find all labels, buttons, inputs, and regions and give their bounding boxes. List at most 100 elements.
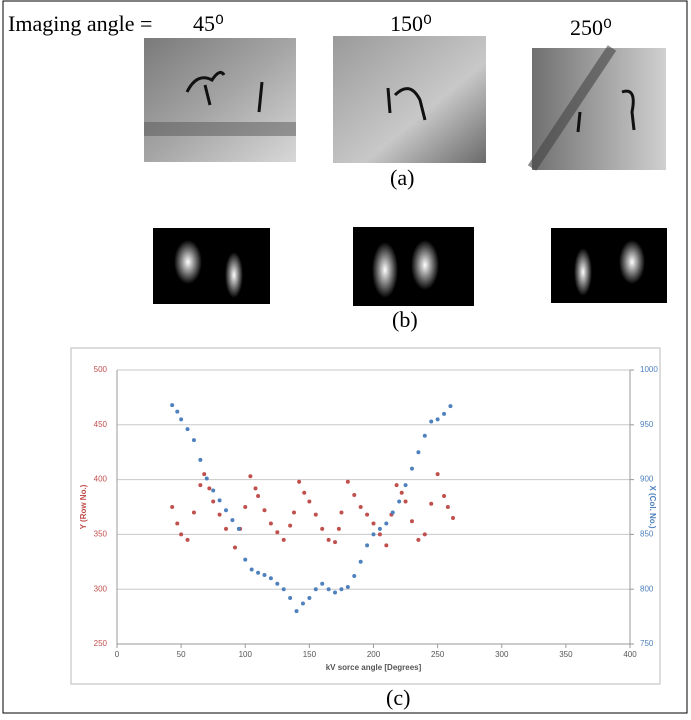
- x-tick-label: 350: [559, 650, 573, 659]
- data-point: [256, 570, 261, 575]
- data-point: [435, 417, 440, 422]
- y-tick-label: 250: [94, 639, 108, 648]
- data-point: [371, 521, 376, 526]
- data-point: [217, 512, 222, 517]
- panel-label: (b): [392, 307, 418, 332]
- chart-frame: [70, 347, 661, 685]
- x-tick-label: 200: [367, 650, 381, 659]
- x-tick-label: 150: [303, 650, 317, 659]
- data-point: [377, 526, 382, 531]
- data-point: [333, 540, 338, 545]
- data-point: [416, 450, 421, 455]
- y-axis-label: Y (Row No.): [79, 484, 88, 529]
- data-point: [409, 519, 414, 524]
- data-point: [198, 483, 203, 488]
- data-point: [185, 537, 190, 542]
- data-point: [339, 510, 344, 515]
- data-point: [371, 532, 376, 537]
- data-point: [448, 404, 453, 409]
- data-point: [397, 499, 402, 504]
- data-point: [384, 521, 389, 526]
- xray-images: [144, 36, 666, 171]
- data-point: [170, 505, 175, 509]
- data-point: [202, 472, 207, 477]
- data-point: [288, 523, 293, 528]
- data-point: [170, 403, 175, 408]
- data-point: [249, 567, 254, 572]
- data-point: [179, 532, 184, 537]
- data-point: [365, 512, 370, 517]
- data-point: [352, 492, 357, 497]
- data-point: [179, 417, 184, 422]
- data-point: [291, 510, 296, 515]
- data-point: [394, 483, 399, 488]
- data-point: [326, 537, 331, 542]
- data-point: [275, 530, 280, 535]
- data-point: [185, 427, 190, 432]
- data-point: [297, 479, 302, 484]
- data-point: [268, 576, 273, 581]
- data-point: [207, 486, 212, 491]
- angle: 150⁰: [390, 11, 432, 36]
- data-point: [281, 587, 286, 592]
- data-point: [300, 601, 305, 606]
- y-tick-label: 350: [94, 530, 108, 539]
- data-point: [313, 587, 318, 592]
- data-point: [275, 581, 280, 586]
- data-point: [248, 474, 253, 479]
- y-tick-label: 500: [94, 365, 108, 374]
- data-point: [253, 486, 258, 491]
- data-point: [445, 505, 450, 509]
- data-point: [403, 499, 408, 504]
- y2-tick-label: 950: [640, 420, 654, 429]
- data-point: [451, 515, 456, 520]
- y2-tick-label: 1000: [640, 365, 658, 374]
- data-point: [345, 585, 350, 590]
- data-point: [326, 587, 331, 592]
- data-point: [236, 526, 241, 531]
- x-axis-label: kV sorce angle [Degrees]: [326, 663, 422, 672]
- data-point: [422, 433, 427, 438]
- data-point: [307, 595, 312, 600]
- data-point: [288, 595, 293, 600]
- y-tick-label: 300: [94, 584, 108, 593]
- data-point: [345, 479, 350, 484]
- data-point: [339, 587, 344, 592]
- x-tick-label: 300: [495, 650, 509, 659]
- data-point: [262, 508, 267, 513]
- data-point: [211, 488, 216, 493]
- y-tick-label: 450: [94, 420, 108, 429]
- data-point: [224, 508, 229, 513]
- data-point: [198, 457, 203, 462]
- panel-label: (c): [386, 685, 410, 710]
- y2-tick-label: 850: [640, 530, 654, 539]
- data-point: [336, 526, 341, 531]
- data-point: [442, 494, 447, 499]
- data-point: [243, 505, 248, 509]
- data-point: [262, 572, 267, 577]
- data-point: [390, 510, 395, 515]
- data-point: [358, 505, 363, 509]
- data-point: [281, 537, 286, 542]
- data-point: [232, 545, 237, 550]
- y2-tick-label: 900: [640, 475, 654, 484]
- angle-label: Imaging angle =: [8, 11, 152, 36]
- data-point: [320, 581, 325, 586]
- data-point: [416, 537, 421, 542]
- y-tick-label: 400: [94, 475, 108, 484]
- data-point: [422, 532, 427, 537]
- data-point: [302, 490, 307, 495]
- data-point: [217, 498, 222, 503]
- data-point: [191, 510, 196, 515]
- y2-tick-label: 800: [640, 584, 654, 593]
- x-tick-label: 400: [623, 650, 637, 659]
- panel-label: (a): [390, 165, 414, 190]
- data-point: [175, 409, 180, 414]
- x-tick-label: 100: [239, 650, 253, 659]
- data-point: [307, 499, 312, 504]
- data-point: [230, 518, 235, 523]
- data-point: [442, 411, 447, 416]
- data-point: [256, 494, 261, 499]
